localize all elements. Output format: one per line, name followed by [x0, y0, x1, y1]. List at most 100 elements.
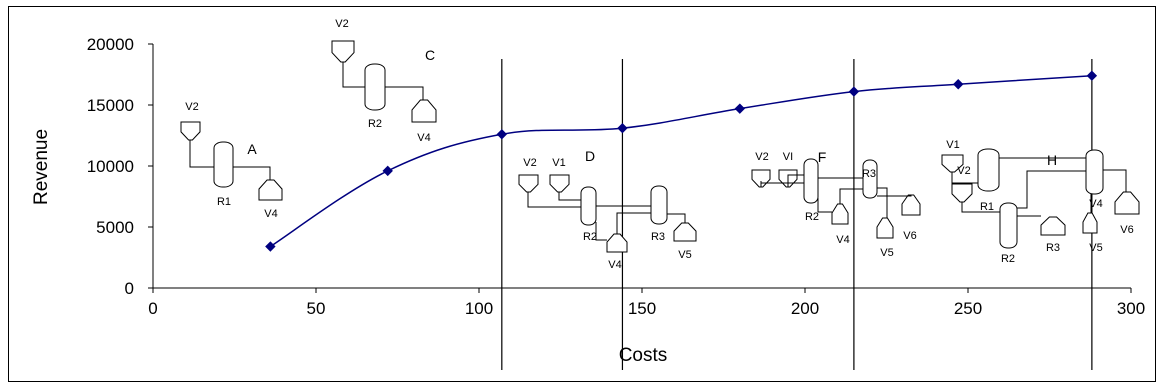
product-tank-icon	[1082, 212, 1098, 234]
x-tick-label: 100	[465, 299, 493, 318]
pipe-line	[877, 187, 888, 218]
series-line	[269, 74, 1092, 248]
group-letter-f: F	[818, 149, 827, 165]
flowsheet-label: R2	[583, 231, 597, 243]
flowsheet-label: V4	[836, 234, 849, 246]
flowsheet-label: V2	[335, 18, 348, 30]
pipe-line	[787, 174, 804, 187]
pipe-line	[342, 62, 365, 88]
reactor-icon	[1085, 149, 1104, 195]
pipe-line	[877, 195, 912, 197]
flowsheet-label: R3	[651, 231, 665, 243]
group-letter-d: D	[585, 148, 595, 164]
y-tick-label: 10000	[87, 157, 134, 176]
axes: 0 50 100 150 200 250 300 0 5000 10000 15000 20000	[87, 35, 1145, 318]
pipe-line	[189, 140, 214, 168]
flowsheet-label: V2	[957, 165, 970, 177]
reactor-icon	[977, 148, 1000, 192]
data-point	[848, 86, 860, 97]
flowsheet-label: V4	[417, 132, 430, 144]
pipe-line	[961, 202, 1000, 213]
flowsheet-label: V2	[185, 101, 198, 113]
pipe-line	[558, 192, 581, 201]
reactor-icon	[999, 202, 1018, 249]
y-tick-label: 5000	[96, 218, 134, 237]
x-tick-label: 200	[791, 299, 819, 318]
product-tank-icon	[876, 217, 894, 239]
reactor-icon	[213, 141, 234, 188]
data-point	[734, 103, 746, 114]
reactor-icon	[862, 159, 878, 199]
flowsheet-label: V1	[552, 157, 565, 169]
x-axis-title: Costs	[619, 345, 668, 366]
pipe-line	[233, 166, 271, 180]
x-tick-label: 50	[307, 299, 326, 318]
reactor-icon	[364, 63, 386, 111]
pipe-line	[527, 192, 581, 208]
y-tick-label: 15000	[87, 96, 134, 115]
pipe-line	[667, 213, 686, 223]
flowsheet-label: V6	[1120, 224, 1133, 236]
pipe-line	[1103, 169, 1127, 192]
flowsheet-label: V4	[264, 208, 277, 220]
flowsheet-label: R2	[1001, 253, 1015, 265]
pipe-line	[616, 212, 651, 234]
data-point	[953, 79, 964, 90]
flowsheet-label: VI	[783, 151, 793, 163]
y-axis-title: Revenue	[31, 129, 52, 205]
series-layer	[265, 70, 1098, 252]
flowsheet-label: R1	[980, 201, 994, 213]
pipe-line	[760, 181, 804, 187]
pipe-line	[839, 188, 863, 204]
flowsheet-label: R1	[217, 196, 231, 208]
flowsheet-label: V4	[608, 259, 621, 271]
x-tick-label: 150	[628, 299, 656, 318]
product-tank-icon	[258, 179, 283, 201]
flowsheet-annotations: A C D F H V2 R1 V4 V2 R2 V4 V2 V1 R2 R3 V4 V5 V2 VI R2 R3 V4 V…	[180, 18, 1140, 271]
feed-vessel-icon	[951, 183, 973, 203]
flowsheet-label: R3	[862, 168, 876, 180]
group-letter-c: C	[425, 47, 435, 63]
pipe-line	[385, 86, 424, 100]
flowsheet-label: V5	[880, 247, 893, 259]
group-letter-a: A	[247, 141, 257, 157]
feed-vessel-icon	[549, 174, 570, 193]
data-point	[617, 122, 628, 134]
flowsheet-label: R2	[368, 118, 382, 130]
product-tank-icon	[1040, 216, 1066, 236]
y-tick-label: 20000	[87, 35, 134, 54]
x-tick-label: 300	[1117, 299, 1145, 318]
product-tank-icon	[901, 194, 921, 216]
product-tank-icon	[411, 99, 437, 123]
product-tank-icon	[831, 203, 849, 225]
x-tick-label: 250	[954, 299, 982, 318]
reactor-icon	[580, 186, 597, 226]
product-tank-icon	[606, 233, 628, 253]
feed-vessel-icon	[518, 174, 539, 193]
flowsheet-label: V2	[755, 151, 768, 163]
flowsheet-label: V5	[1089, 242, 1102, 254]
group-letter-h: H	[1047, 152, 1057, 168]
feed-vessel-icon	[180, 121, 201, 141]
feed-vessel-icon	[331, 40, 355, 63]
reactor-icon	[650, 185, 668, 225]
pipe-line	[1017, 170, 1086, 209]
y-tick-label: 0	[125, 279, 134, 298]
flowsheet-label: V5	[678, 249, 691, 261]
feed-vessel-icon	[941, 154, 964, 173]
x-tick-label: 0	[148, 299, 157, 318]
flowsheet-label: V1	[946, 139, 959, 151]
product-tank-icon	[1114, 191, 1140, 215]
data-point	[382, 165, 393, 177]
flowsheet-label: V6	[903, 230, 916, 242]
flowsheet-label: V2	[523, 157, 536, 169]
product-tank-icon	[673, 222, 697, 242]
data-point	[496, 129, 508, 140]
data-point	[1086, 70, 1098, 81]
flowsheet-label: R3	[1046, 242, 1060, 254]
flowsheet-label: R2	[805, 211, 819, 223]
pipe-line	[817, 198, 832, 213]
pipe-line	[595, 222, 607, 241]
flowsheet-label: V4	[1089, 198, 1102, 210]
